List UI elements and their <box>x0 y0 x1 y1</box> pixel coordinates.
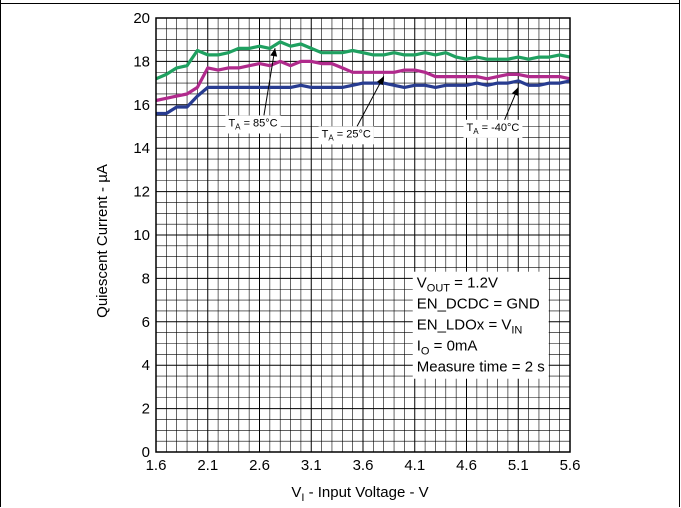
x-tick-label: 4.6 <box>456 457 477 474</box>
x-tick-label: 2.1 <box>197 457 218 474</box>
y-tick-label: 0 <box>142 444 150 461</box>
condition-line: EN_LDOx = VIN <box>417 317 523 337</box>
y-axis-ticks: 0 2 4 6 8 10 12 14 16 18 20 <box>133 10 150 461</box>
x-tick-label: 3.6 <box>353 457 374 474</box>
y-tick-label: 2 <box>142 401 150 418</box>
x-tick-label: 3.1 <box>301 457 322 474</box>
x-axis-label-main: V <box>291 484 301 501</box>
x-tick-label: 2.6 <box>249 457 270 474</box>
x-tick-label: 5.1 <box>508 457 529 474</box>
y-tick-label: 4 <box>142 357 150 374</box>
condition-line: Measure time = 2 s <box>417 359 545 376</box>
y-tick-label: 6 <box>142 314 150 331</box>
condition-line: EN_DCDC = GND <box>417 296 540 313</box>
x-tick-label: 4.1 <box>404 457 425 474</box>
x-axis-ticks: 1.6 2.1 2.6 3.1 3.6 4.1 4.6 5.1 5.6 <box>146 457 581 474</box>
x-tick-label: 5.6 <box>560 457 581 474</box>
y-tick-label: 20 <box>133 10 150 27</box>
annotation-arrow-head <box>270 48 277 56</box>
y-tick-label: 18 <box>133 53 150 70</box>
y-tick-label: 10 <box>133 227 150 244</box>
y-axis-label: Quiescent Current - µA <box>94 164 111 318</box>
y-tick-label: 14 <box>133 140 150 157</box>
y-tick-label: 16 <box>133 97 150 114</box>
annotation-arrow-line <box>264 48 275 115</box>
x-axis-label-rest: - Input Voltage - V <box>304 484 428 501</box>
y-tick-label: 12 <box>133 184 150 201</box>
x-axis-label: VI - Input Voltage - V <box>291 484 428 504</box>
annotation-tm40: TA = -40°C <box>464 87 523 138</box>
y-tick-label: 8 <box>142 270 150 287</box>
